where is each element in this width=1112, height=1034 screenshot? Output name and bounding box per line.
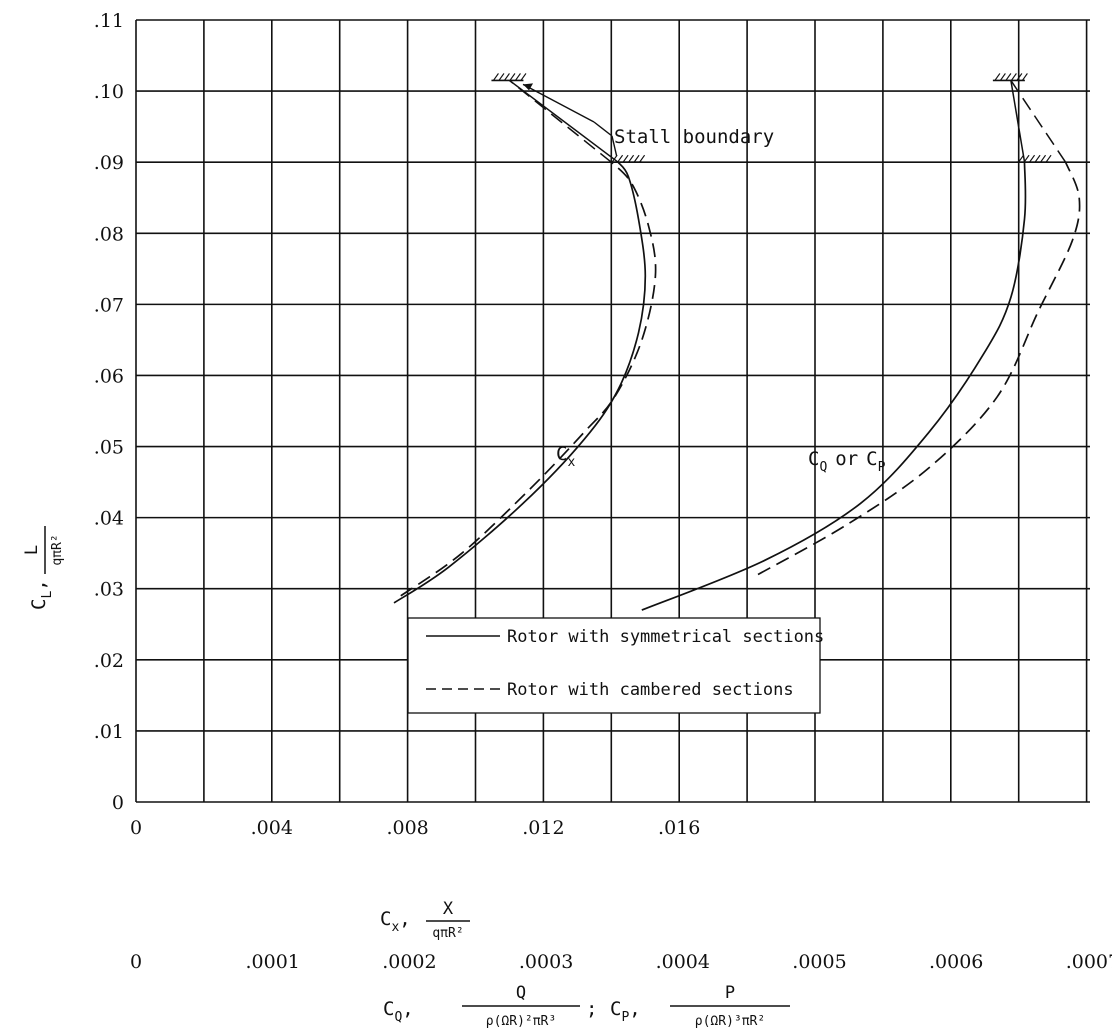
stall-boundary-label: Stall boundary xyxy=(614,126,774,148)
x-secondary-tick-label: .0001 xyxy=(245,951,299,973)
x-secondary-tick-label: .0003 xyxy=(519,951,573,973)
curves xyxy=(393,73,1081,611)
svg-text:Cx,: Cx, xyxy=(380,908,411,935)
series-line-upper xyxy=(1010,80,1067,163)
svg-text:ρ(ΩR)²πR³: ρ(ΩR)²πR³ xyxy=(486,1014,556,1029)
stall-hatch xyxy=(1045,154,1052,163)
y-tick-label: .04 xyxy=(94,508,124,530)
x-secondary-tick-label: .0004 xyxy=(656,951,710,973)
y-tick-label: .11 xyxy=(94,10,124,32)
y-tick-label: .06 xyxy=(94,365,124,387)
cx-curve-label: Cx xyxy=(556,443,575,470)
stall-hatch xyxy=(520,73,527,81)
svg-text:qπR²: qπR² xyxy=(432,926,463,941)
stall-hatch xyxy=(1021,73,1028,81)
x-axis-secondary-label: CQ, Q ρ(ΩR)²πR³ ; CP, P ρ(ΩR)³πR² xyxy=(383,983,790,1029)
stall-arrowhead xyxy=(523,83,534,91)
stall-hatch xyxy=(617,154,624,163)
svg-text:CP,: CP, xyxy=(610,998,641,1025)
x-primary-tick-label: .008 xyxy=(386,817,428,839)
svg-text:ρ(ΩR)³πR²: ρ(ΩR)³πR² xyxy=(695,1014,765,1029)
labels: Stall boundary Cx CQ or CP CL, L qπR² Cx, … xyxy=(22,126,886,1029)
series-line xyxy=(641,162,1027,611)
stall-hatch xyxy=(628,154,635,163)
svg-text:CQ,: CQ, xyxy=(383,998,414,1025)
legend: Rotor with symmetrical sections Rotor wi… xyxy=(407,617,824,714)
stall-hatch xyxy=(1005,73,1012,81)
svg-text:qπR²: qπR² xyxy=(50,534,65,565)
y-tick-label: .01 xyxy=(94,721,124,743)
stall-hatch xyxy=(514,73,521,81)
svg-text:Q: Q xyxy=(516,983,526,1003)
stall-hatch xyxy=(1023,154,1030,163)
series-line-upper xyxy=(1010,80,1026,163)
x-secondary-tick-label: .0006 xyxy=(929,951,983,973)
y-tick-label: .07 xyxy=(94,294,124,316)
x-secondary-tick-label: .0007 xyxy=(1066,951,1112,973)
stall-leader xyxy=(522,83,595,123)
stall-hatch xyxy=(1034,154,1041,163)
stall-hatch xyxy=(1018,154,1025,163)
cq-cp-curve-label: CQ or CP xyxy=(808,448,886,475)
x-primary-tick-label: .012 xyxy=(522,817,564,839)
stall-leader xyxy=(593,121,613,137)
y-tick-label: .03 xyxy=(94,579,124,601)
stall-hatch xyxy=(503,73,510,81)
y-tick-label: .08 xyxy=(94,223,124,245)
y-tick-label: .10 xyxy=(94,81,124,103)
svg-text:CL,: CL, xyxy=(28,579,55,610)
stall-hatch xyxy=(633,154,640,163)
y-tick-label: .05 xyxy=(94,437,124,459)
y-tick-label: .09 xyxy=(94,152,124,174)
svg-text:L: L xyxy=(22,545,42,555)
series-line xyxy=(757,161,1081,576)
stall-leader xyxy=(611,135,618,157)
stall-hatch xyxy=(1029,154,1036,163)
stall-hatch xyxy=(498,73,505,81)
legend-entry-solid: Rotor with symmetrical sections xyxy=(507,627,824,647)
series-line xyxy=(400,161,657,597)
stall-hatch xyxy=(611,154,618,163)
stall-hatch xyxy=(639,154,646,163)
series-line xyxy=(393,161,647,604)
stall-hatch xyxy=(999,73,1006,81)
svg-text:X: X xyxy=(443,899,454,919)
x-primary-tick-label: .016 xyxy=(658,817,700,839)
svg-text:P: P xyxy=(725,983,735,1003)
ticks: 0 .01 .02 .03 .04 .05 .06 .07 .08 .09 .10 .11 0 .004.… xyxy=(94,10,1112,973)
y-tick-label: 0 xyxy=(112,792,124,814)
stall-hatch xyxy=(1040,154,1047,163)
legend-entry-dashed: Rotor with cambered sections xyxy=(507,680,794,700)
stall-hatch xyxy=(1016,73,1023,81)
stall-hatch xyxy=(622,154,629,163)
x-secondary-tick-label: .0005 xyxy=(792,951,846,973)
stall-hatch xyxy=(509,73,516,81)
stall-hatch xyxy=(994,73,1001,81)
y-tick-label: .02 xyxy=(94,650,124,672)
legend-box xyxy=(407,617,821,714)
y-axis-label: CL, L qπR² xyxy=(22,526,65,610)
x-secondary-tick-label: 0 xyxy=(130,951,142,973)
stall-hatch xyxy=(1010,73,1017,81)
svg-text:;: ; xyxy=(586,998,597,1020)
x-axis-primary-label: Cx, X qπR² xyxy=(380,899,470,941)
x-primary-tick-label: 0 xyxy=(130,817,142,839)
x-secondary-tick-label: .0002 xyxy=(382,951,436,973)
x-primary-tick-label: .004 xyxy=(251,817,293,839)
stall-hatch xyxy=(492,73,499,81)
series-line-upper xyxy=(508,79,612,163)
